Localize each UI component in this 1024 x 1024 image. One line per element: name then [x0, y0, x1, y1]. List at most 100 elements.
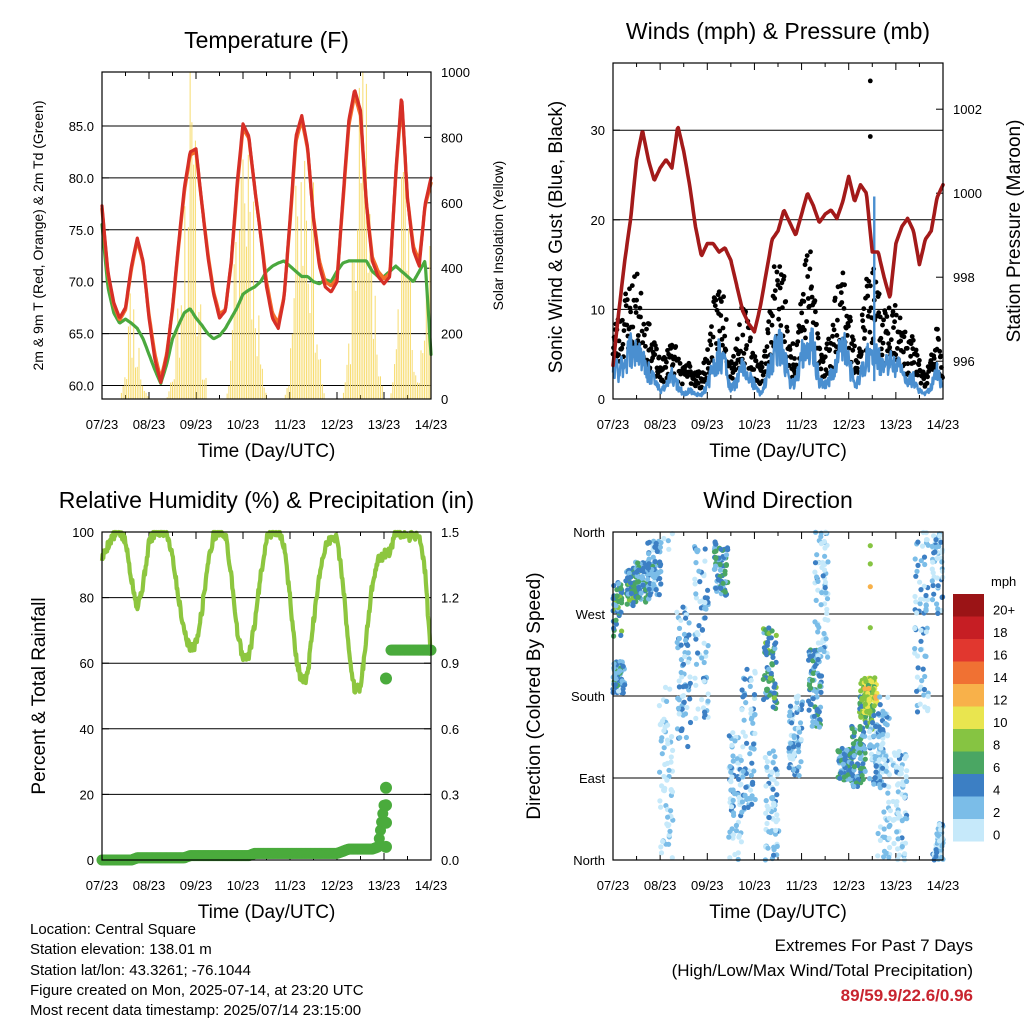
- direction-point: [938, 539, 944, 545]
- direction-point: [722, 589, 728, 595]
- colorbar-label: 12: [993, 692, 1007, 707]
- direction-point: [819, 590, 825, 596]
- direction-point: [867, 543, 873, 549]
- direction-point: [851, 783, 857, 789]
- direction-point: [700, 705, 707, 711]
- direction-point: [898, 770, 904, 777]
- gust-point: [784, 324, 790, 330]
- gust-point: [908, 341, 914, 347]
- y-tick-label: West: [576, 607, 606, 622]
- direction-point: [702, 599, 708, 606]
- direction-point: [918, 647, 924, 653]
- direction-point: [862, 701, 868, 707]
- gust-point: [909, 334, 915, 339]
- direction-point: [683, 637, 689, 644]
- direction-point: [618, 632, 624, 639]
- direction-point: [742, 676, 748, 682]
- direction-point: [857, 726, 863, 733]
- direction-point: [871, 733, 877, 739]
- direction-point: [862, 686, 868, 692]
- y-axis-label: Direction (Colored By Speed): [524, 572, 545, 819]
- gust-point: [722, 333, 728, 339]
- direction-point: [774, 812, 780, 818]
- direction-point: [870, 686, 876, 693]
- direction-point: [822, 545, 828, 551]
- direction-point: [912, 556, 918, 562]
- direction-point: [665, 814, 671, 820]
- gust-point: [637, 305, 643, 311]
- x-tick-label: 09/23: [180, 417, 213, 432]
- direction-point: [749, 760, 755, 766]
- x-tick-label: 09/23: [691, 417, 724, 432]
- direction-point: [849, 726, 855, 732]
- direction-point: [875, 711, 882, 717]
- gust-point: [770, 313, 775, 319]
- direction-point: [656, 703, 663, 709]
- gust-point: [915, 372, 921, 378]
- direction-point: [923, 602, 929, 608]
- gust-point: [867, 78, 873, 84]
- direction-point: [933, 847, 939, 853]
- gust-point: [925, 374, 930, 380]
- direction-point: [686, 632, 692, 638]
- station-latlon: Station lat/lon: 43.3261; -76.1044: [30, 961, 252, 979]
- direction-point: [860, 761, 866, 767]
- direction-point: [770, 786, 776, 792]
- y-tick-label: East: [579, 771, 605, 786]
- gust-point: [723, 347, 729, 353]
- direction-point: [668, 787, 674, 793]
- direction-point: [656, 592, 662, 598]
- gust-point: [648, 346, 654, 351]
- direction-point: [751, 741, 757, 747]
- colorbar-label: 18: [993, 625, 1007, 640]
- gust-point: [803, 258, 809, 263]
- y-tick-label: North: [573, 853, 605, 868]
- direction-point: [772, 754, 778, 760]
- y2-tick-label: 1000: [953, 186, 982, 201]
- direction-point: [896, 852, 902, 858]
- direction-point: [764, 820, 770, 827]
- direction-point: [862, 746, 868, 752]
- direction-point: [717, 561, 723, 568]
- gust-point: [835, 317, 840, 323]
- direction-point: [662, 785, 668, 792]
- gust-point: [616, 352, 621, 358]
- direction-point: [795, 725, 802, 731]
- direction-point: [891, 840, 897, 847]
- direction-point: [657, 798, 663, 804]
- latest-timestamp: Most recent data timestamp: 2025/07/14 2…: [30, 1002, 362, 1020]
- direction-point: [877, 702, 883, 708]
- direction-point: [703, 653, 709, 659]
- direction-point: [705, 691, 711, 697]
- gust-point: [774, 269, 780, 275]
- direction-point: [693, 560, 699, 566]
- direction-point: [815, 587, 821, 593]
- gust-point: [803, 335, 808, 341]
- direction-point: [912, 625, 918, 632]
- direction-point: [734, 756, 740, 762]
- direction-point: [810, 670, 817, 677]
- figure-created: Figure created on Mon, 2025-07-14, at 23…: [30, 981, 364, 999]
- direction-point: [809, 677, 816, 683]
- direction-point: [692, 581, 698, 587]
- direction-point: [797, 729, 803, 735]
- gust-point: [777, 264, 783, 269]
- direction-point: [730, 835, 736, 841]
- colorbar-label: 20+: [993, 602, 1015, 617]
- gust-point: [633, 310, 639, 315]
- direction-point: [772, 831, 779, 837]
- gust-point: [830, 322, 836, 328]
- gust-point: [721, 294, 726, 300]
- direction-point: [646, 551, 652, 557]
- gust-point: [876, 291, 882, 297]
- sonic-wind-series: [611, 196, 944, 398]
- direction-point: [766, 692, 773, 698]
- gust-point: [799, 310, 805, 316]
- gust-point: [886, 341, 891, 346]
- wind-direction-panel: Wind Direction Time (Day/UTC) 07/23 08/23 09…: [524, 487, 959, 923]
- direction-point: [812, 569, 818, 575]
- direction-point: [636, 584, 642, 591]
- direction-point: [851, 764, 858, 770]
- direction-point: [818, 689, 824, 696]
- gust-point: [824, 341, 830, 347]
